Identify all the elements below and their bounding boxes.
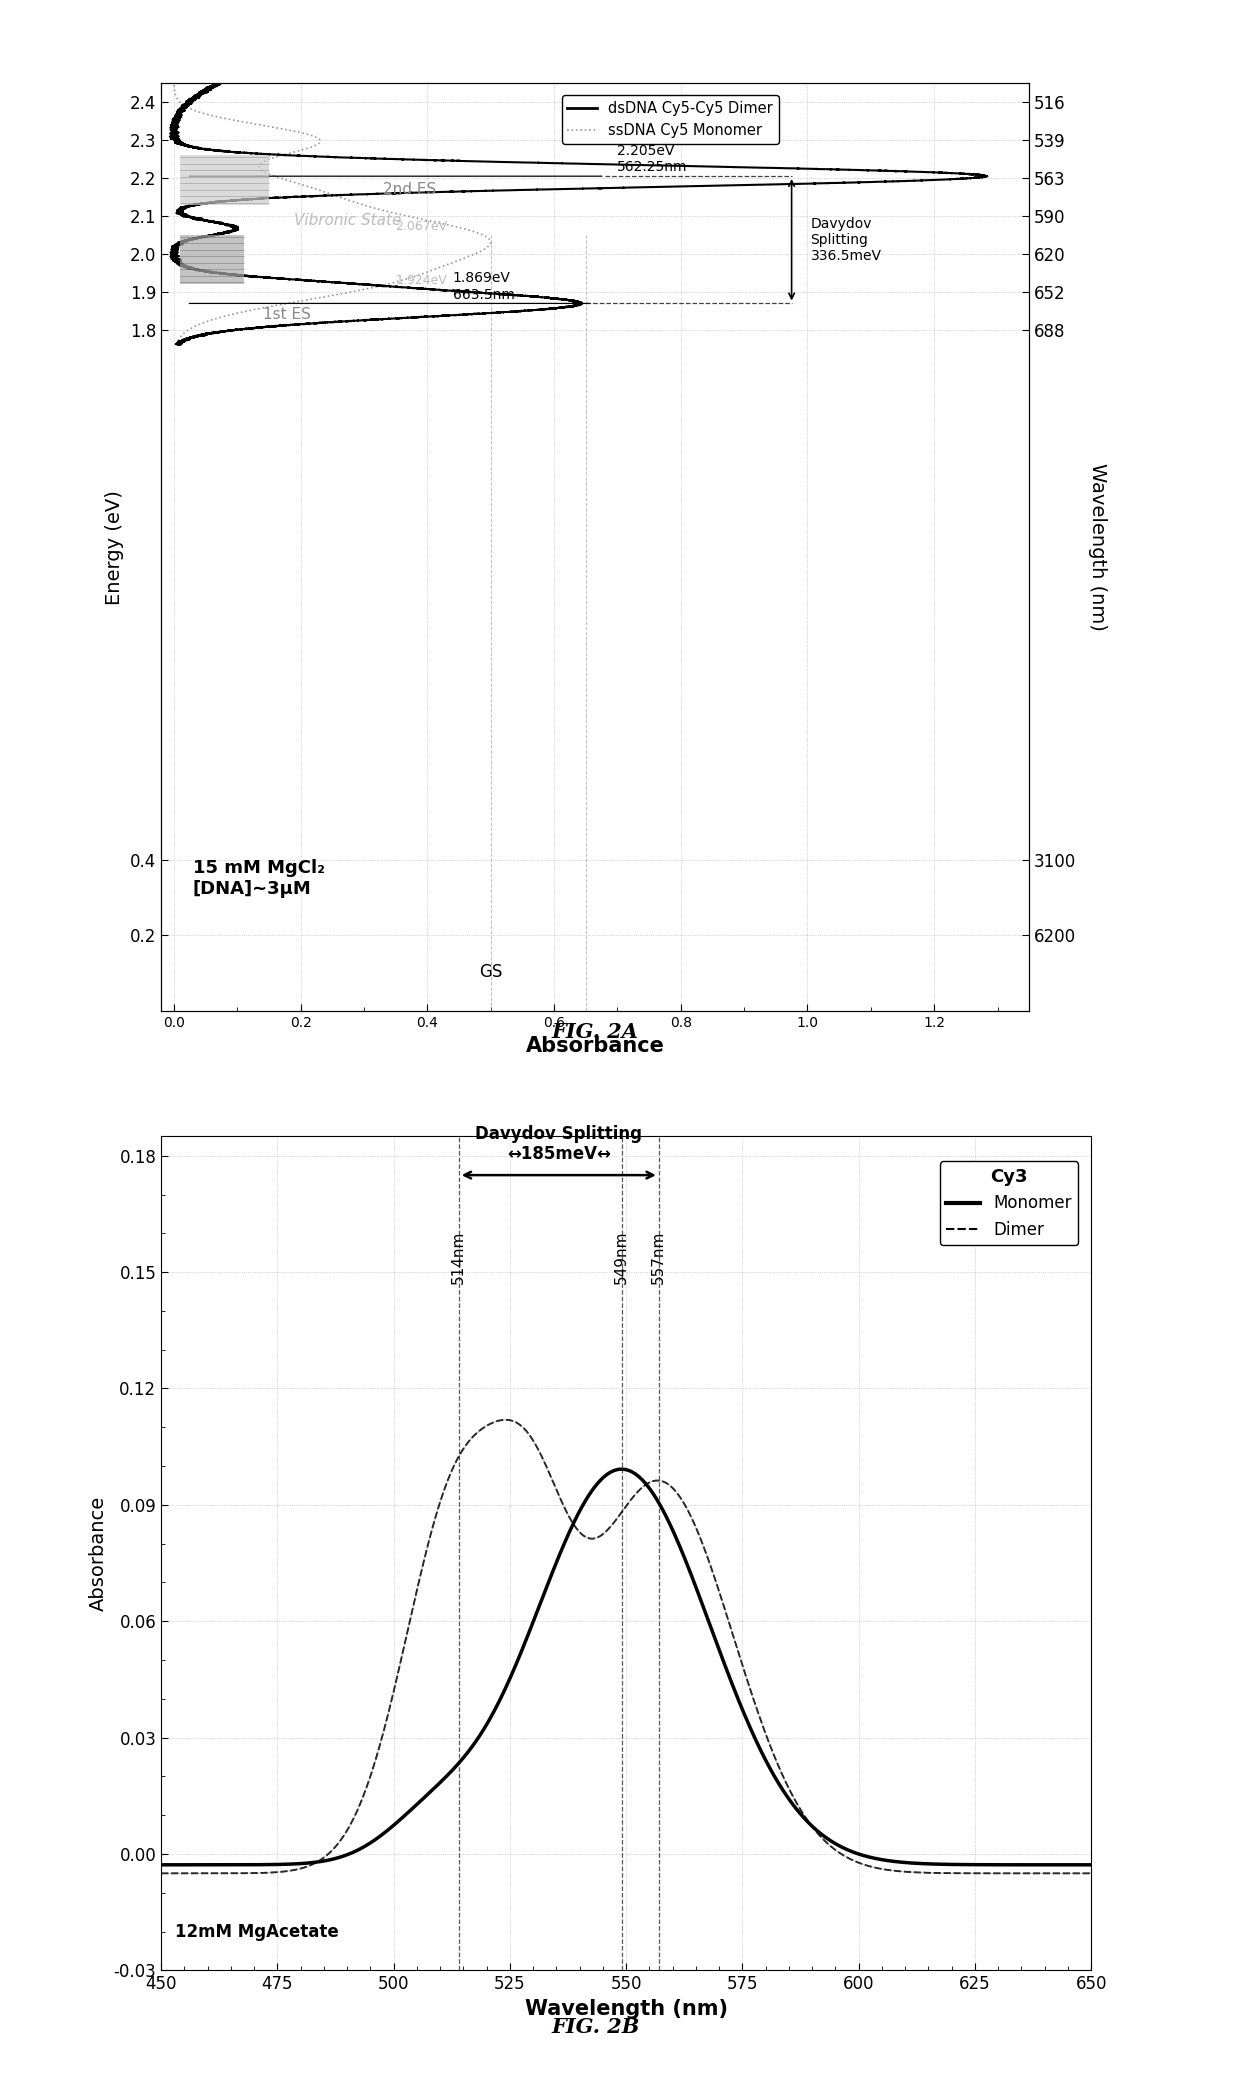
Line: Dimer: Dimer bbox=[161, 1420, 1138, 1872]
Text: 12mM MgAcetate: 12mM MgAcetate bbox=[175, 1922, 339, 1941]
Text: Davydov Splitting
↔185meV↔: Davydov Splitting ↔185meV↔ bbox=[475, 1124, 642, 1163]
Y-axis label: Energy (eV): Energy (eV) bbox=[105, 490, 124, 605]
Monomer bbox=[614, 1457, 629, 1482]
Text: 15 mM MgCl₂
[DNA]~3μM: 15 mM MgCl₂ [DNA]~3μM bbox=[193, 859, 325, 899]
Dimer bbox=[154, 1860, 169, 1885]
Monomer bbox=[1131, 1851, 1146, 1876]
Text: 1.869eV
663.5nm: 1.869eV 663.5nm bbox=[453, 271, 515, 302]
ssDNA Cy5 Monomer bbox=[166, 73, 181, 98]
X-axis label: Wavelength (nm): Wavelength (nm) bbox=[525, 2000, 728, 2018]
ssDNA Cy5 Monomer bbox=[481, 234, 496, 259]
Y-axis label: Wavelength (nm): Wavelength (nm) bbox=[1087, 463, 1107, 632]
dsDNA Cy5-Cy5 Dimer bbox=[351, 271, 366, 296]
Legend: dsDNA Cy5-Cy5 Dimer, ssDNA Cy5 Monomer: dsDNA Cy5-Cy5 Dimer, ssDNA Cy5 Monomer bbox=[562, 96, 779, 144]
ssDNA Cy5 Monomer bbox=[381, 271, 396, 296]
Text: 514nm: 514nm bbox=[451, 1230, 466, 1284]
Dimer bbox=[1100, 1860, 1115, 1885]
Dimer bbox=[863, 1854, 878, 1879]
Monomer bbox=[1100, 1851, 1115, 1876]
Text: 1.924eV: 1.924eV bbox=[396, 275, 448, 288]
ssDNA Cy5 Monomer bbox=[166, 71, 181, 96]
Monomer bbox=[154, 1851, 169, 1876]
Text: Davydov
Splitting
336.5meV: Davydov Splitting 336.5meV bbox=[811, 217, 882, 263]
Text: 549nm: 549nm bbox=[614, 1230, 629, 1284]
dsDNA Cy5-Cy5 Dimer bbox=[312, 269, 327, 294]
ssDNA Cy5 Monomer bbox=[169, 332, 184, 357]
X-axis label: Absorbance: Absorbance bbox=[526, 1036, 665, 1055]
Text: Vibronic State: Vibronic State bbox=[294, 213, 402, 227]
Dimer bbox=[1131, 1860, 1146, 1885]
Text: 557nm: 557nm bbox=[651, 1230, 666, 1284]
Text: 2.205eV
562.25nm: 2.205eV 562.25nm bbox=[618, 144, 688, 175]
Text: FIG. 2B: FIG. 2B bbox=[551, 2016, 640, 2037]
Dimer bbox=[564, 1510, 579, 1535]
Dimer bbox=[618, 1495, 632, 1520]
Text: 2.067eV: 2.067eV bbox=[396, 221, 448, 234]
Text: 2nd ES: 2nd ES bbox=[383, 181, 436, 198]
Line: Monomer: Monomer bbox=[161, 1470, 1138, 1864]
Text: FIG. 2A: FIG. 2A bbox=[552, 1022, 639, 1042]
Monomer bbox=[1052, 1851, 1066, 1876]
Dimer bbox=[572, 1520, 587, 1545]
Text: GS: GS bbox=[479, 963, 502, 982]
dsDNA Cy5-Cy5 Dimer bbox=[229, 215, 244, 240]
Monomer bbox=[564, 1516, 579, 1541]
Bar bbox=[180, 236, 243, 284]
Line: dsDNA Cy5-Cy5 Dimer: dsDNA Cy5-Cy5 Dimer bbox=[170, 83, 987, 344]
Legend: Monomer, Dimer: Monomer, Dimer bbox=[940, 1161, 1079, 1245]
Text: 1st ES: 1st ES bbox=[263, 306, 310, 323]
Line: ssDNA Cy5 Monomer: ssDNA Cy5 Monomer bbox=[174, 83, 491, 344]
Monomer bbox=[618, 1457, 632, 1482]
dsDNA Cy5-Cy5 Dimer bbox=[171, 332, 186, 357]
dsDNA Cy5-Cy5 Dimer bbox=[210, 71, 224, 96]
Y-axis label: Absorbance: Absorbance bbox=[89, 1495, 108, 1612]
Monomer bbox=[572, 1499, 587, 1524]
Dimer bbox=[498, 1407, 513, 1432]
dsDNA Cy5-Cy5 Dimer bbox=[207, 73, 222, 98]
dsDNA Cy5-Cy5 Dimer bbox=[327, 271, 342, 296]
dsDNA Cy5-Cy5 Dimer bbox=[169, 234, 184, 259]
ssDNA Cy5 Monomer bbox=[453, 215, 467, 240]
Dimer bbox=[1052, 1860, 1066, 1885]
ssDNA Cy5 Monomer bbox=[386, 271, 401, 296]
Bar bbox=[180, 156, 269, 204]
ssDNA Cy5 Monomer bbox=[391, 269, 405, 294]
Monomer bbox=[863, 1845, 878, 1870]
